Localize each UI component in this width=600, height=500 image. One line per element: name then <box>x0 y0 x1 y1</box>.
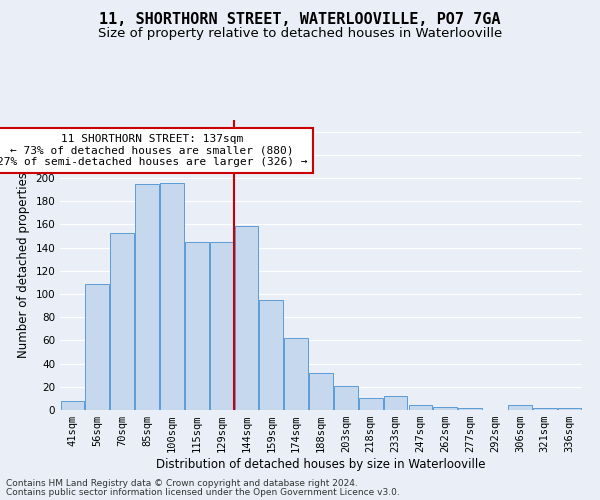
Bar <box>210 242 233 410</box>
Bar <box>135 184 159 410</box>
Y-axis label: Number of detached properties: Number of detached properties <box>17 172 30 358</box>
Text: Size of property relative to detached houses in Waterlooville: Size of property relative to detached ho… <box>98 28 502 40</box>
Bar <box>309 373 333 410</box>
Bar <box>334 386 358 410</box>
Bar <box>110 232 134 410</box>
X-axis label: Distribution of detached houses by size in Waterlooville: Distribution of detached houses by size … <box>156 458 486 471</box>
Bar <box>508 406 532 410</box>
Bar <box>61 400 84 410</box>
Bar <box>533 408 557 410</box>
Bar <box>259 300 283 410</box>
Bar <box>433 406 457 410</box>
Text: 11, SHORTHORN STREET, WATERLOOVILLE, PO7 7GA: 11, SHORTHORN STREET, WATERLOOVILLE, PO7… <box>99 12 501 28</box>
Bar <box>384 396 407 410</box>
Bar <box>185 242 209 410</box>
Bar <box>284 338 308 410</box>
Text: Contains public sector information licensed under the Open Government Licence v3: Contains public sector information licen… <box>6 488 400 497</box>
Bar <box>458 408 482 410</box>
Text: Contains HM Land Registry data © Crown copyright and database right 2024.: Contains HM Land Registry data © Crown c… <box>6 478 358 488</box>
Bar <box>359 398 383 410</box>
Bar <box>85 284 109 410</box>
Bar <box>409 406 432 410</box>
Bar <box>235 226 258 410</box>
Text: 11 SHORTHORN STREET: 137sqm
← 73% of detached houses are smaller (880)
27% of se: 11 SHORTHORN STREET: 137sqm ← 73% of det… <box>0 134 307 167</box>
Bar <box>160 182 184 410</box>
Bar <box>558 408 581 410</box>
